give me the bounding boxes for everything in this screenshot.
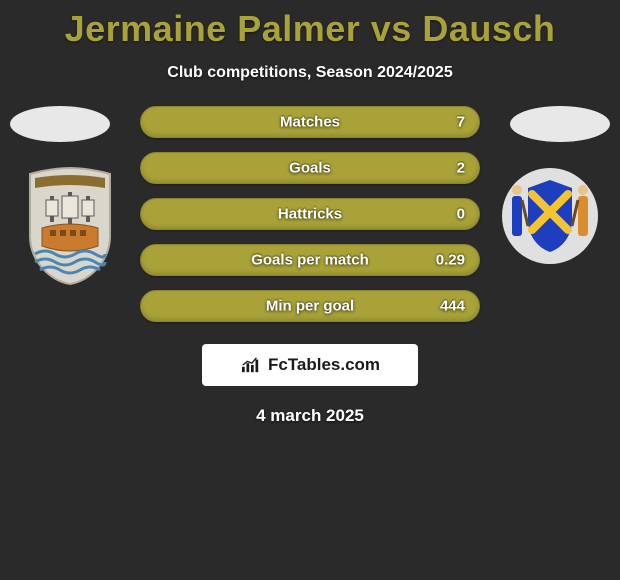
stat-label: Goals [289,160,331,177]
stat-bar-matches: Matches 7 [140,106,480,138]
stat-value: 0.29 [436,252,465,269]
branding-box: FcTables.com [202,344,418,386]
stat-bar-hattricks: Hattricks 0 [140,198,480,230]
stat-bars: Matches 7 Goals 2 Hattricks 0 Goals per … [140,106,480,322]
right-player-oval [510,106,610,142]
stat-label: Matches [280,114,340,131]
left-player-oval [10,106,110,142]
left-club-badge [20,166,120,286]
subtitle: Club competitions, Season 2024/2025 [0,64,620,82]
date-label: 4 march 2025 [0,406,620,426]
bar-chart-icon [240,356,262,374]
stat-value: 444 [440,298,465,315]
right-club-badge [500,166,600,286]
stat-value: 7 [457,114,465,131]
stat-bar-goals-per-match: Goals per match 0.29 [140,244,480,276]
crest-icon [500,166,600,266]
stat-label: Goals per match [251,252,369,269]
stat-value: 2 [457,160,465,177]
stat-label: Hattricks [278,206,342,223]
stat-value: 0 [457,206,465,223]
branding-text: FcTables.com [268,355,380,375]
stat-bar-min-per-goal: Min per goal 444 [140,290,480,322]
shield-icon [20,166,120,286]
stat-bar-goals: Goals 2 [140,152,480,184]
stat-label: Min per goal [266,298,354,315]
page-title: Jermaine Palmer vs Dausch [0,0,620,50]
main-content: Matches 7 Goals 2 Hattricks 0 Goals per … [0,106,620,426]
